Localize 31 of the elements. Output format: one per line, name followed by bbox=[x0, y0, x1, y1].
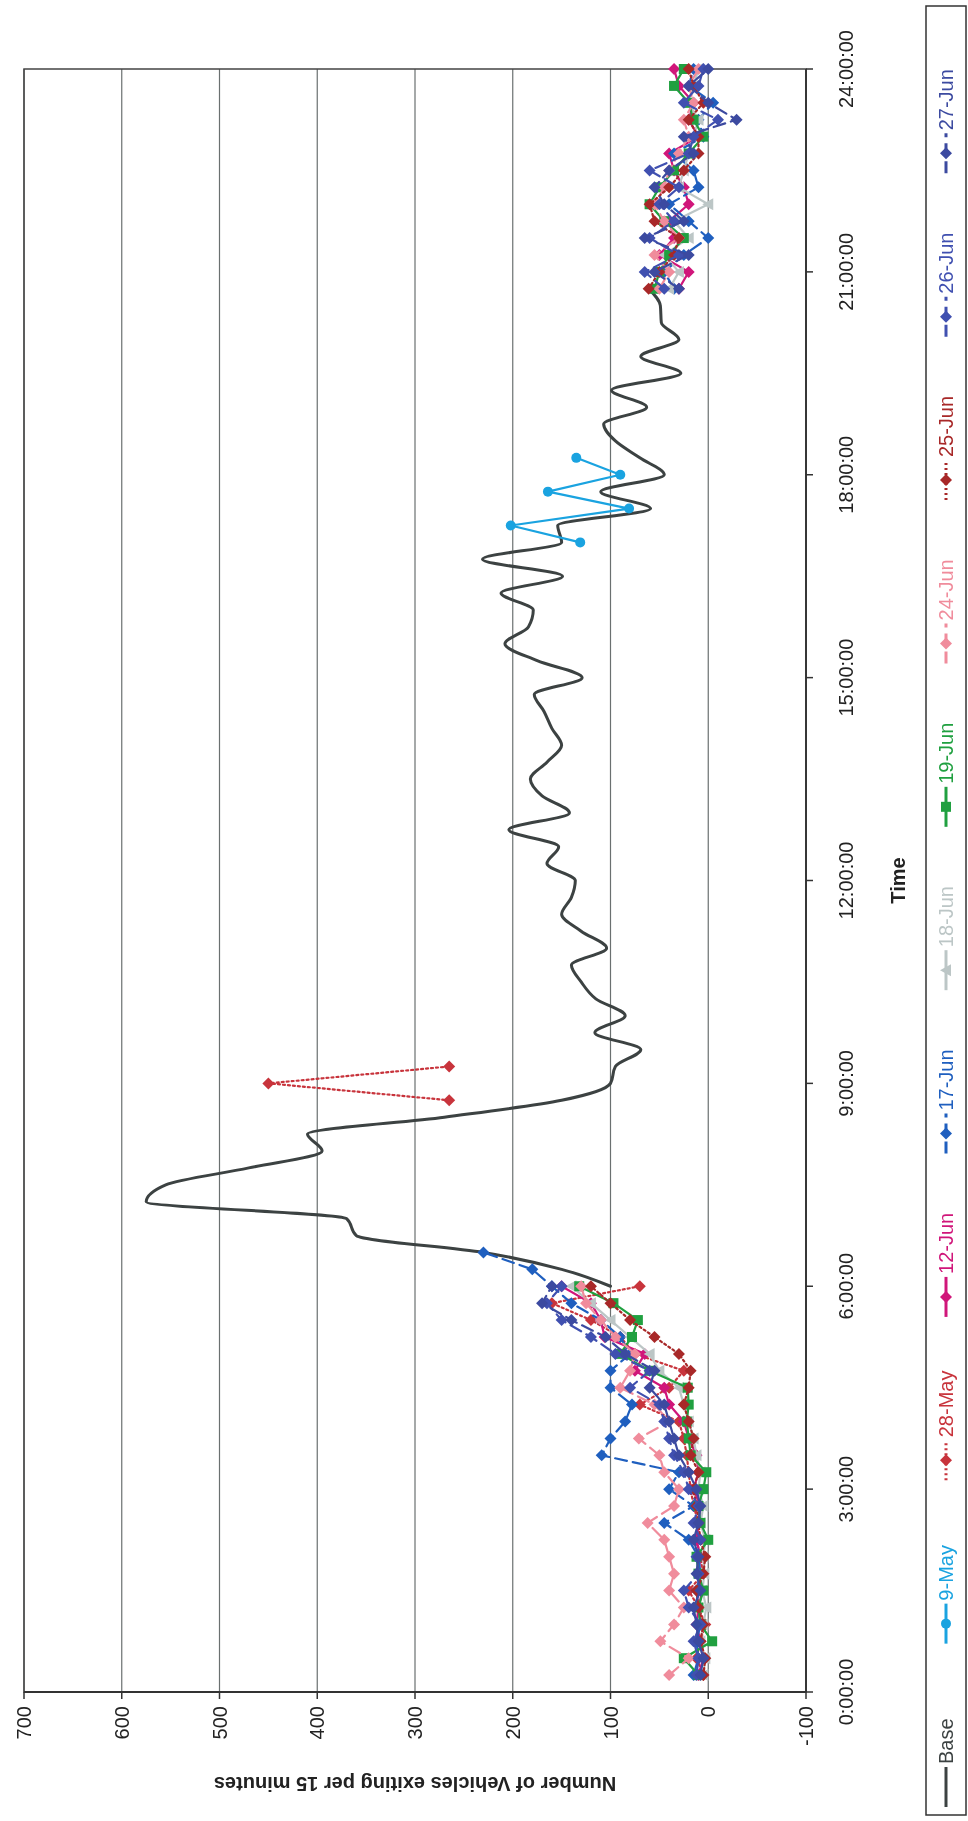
x-tick-label: 0 bbox=[697, 1706, 720, 1718]
text: 18-Jun bbox=[935, 886, 957, 948]
y-axis-title: Time bbox=[887, 857, 909, 904]
y-tick-label: 15:00:00 bbox=[835, 638, 857, 717]
text: 9-May bbox=[935, 1545, 957, 1601]
text: 17-Jun bbox=[935, 1049, 957, 1111]
x-tick-label: 400 bbox=[306, 1706, 329, 1740]
y-tick-label: 18:00:00 bbox=[835, 435, 857, 514]
text: 12-Jun bbox=[935, 1212, 957, 1274]
x-tick-label: 700 bbox=[13, 1706, 35, 1740]
x-tick-label: -100 bbox=[795, 1706, 817, 1747]
y-tick-label: 12:00:00 bbox=[835, 841, 857, 920]
y-tick-label: 9:00:00 bbox=[835, 1050, 857, 1117]
y-tick-label: 21:00:00 bbox=[835, 232, 857, 311]
x-axis-title: Number of Vehicles exiting per 15 minutes bbox=[213, 1773, 617, 1795]
y-tick-label: 3:00:00 bbox=[835, 1455, 857, 1523]
x-tick-label: 100 bbox=[599, 1706, 622, 1740]
text: Base bbox=[935, 1718, 957, 1764]
y-tick-label: 0:00:00 bbox=[835, 1658, 857, 1726]
y-tick-label: 24:00:00 bbox=[835, 30, 857, 108]
text: 28-May bbox=[935, 1370, 957, 1438]
text: 19-Jun bbox=[935, 722, 957, 784]
x-tick-label: 200 bbox=[501, 1706, 524, 1740]
x-tick-label: 600 bbox=[110, 1706, 133, 1740]
x-tick-label: 500 bbox=[208, 1706, 231, 1740]
y-tick-label: 6:00:00 bbox=[835, 1252, 857, 1320]
text: 26-Jun bbox=[935, 232, 957, 294]
text: 27-Jun bbox=[935, 69, 957, 131]
x-tick-label: 300 bbox=[404, 1706, 426, 1740]
text: 24-Jun bbox=[935, 559, 957, 621]
text: 25-Jun bbox=[935, 395, 957, 458]
